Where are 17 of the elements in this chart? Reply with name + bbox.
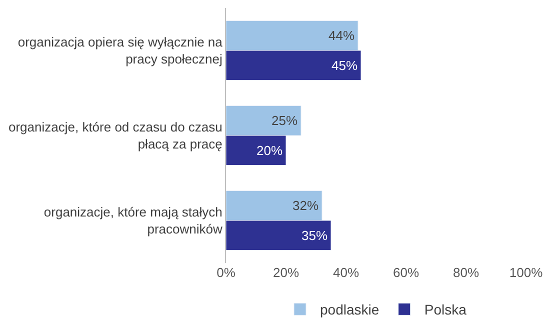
x-tick-label: 20% <box>272 265 300 280</box>
legend-label: Polska <box>424 302 467 318</box>
y-tick-label: organizacje, które mają stałych pracowników <box>44 204 223 236</box>
data-label: 25% <box>272 113 298 128</box>
data-label: 45% <box>332 58 358 73</box>
y-tick-label: organizacja opiera się wyłącznie na pracy społecznej <box>18 34 224 66</box>
x-tick-label: 100% <box>509 265 544 280</box>
x-tick-label: 80% <box>452 265 480 280</box>
data-label: 44% <box>328 28 355 44</box>
data-label: 35% <box>302 228 328 243</box>
data-label: 32% <box>292 198 319 214</box>
data-label: 20% <box>256 142 283 158</box>
x-tick-label: 0% <box>216 265 236 280</box>
x-tick-label: 60% <box>392 265 420 280</box>
legend-label: podlaskie <box>320 302 380 318</box>
y-tick-label: organizacje, które od czasu do czasu płacą za pracę <box>8 120 222 152</box>
x-tick-label: 40% <box>332 265 360 280</box>
